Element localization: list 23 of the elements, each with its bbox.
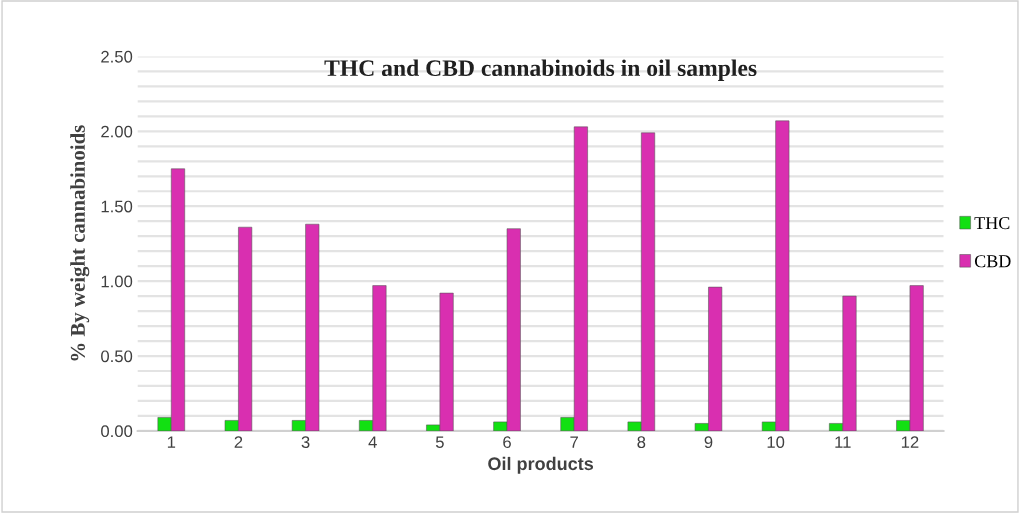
x-tick-label: 2 (234, 436, 243, 448)
x-tick-label: 1 (167, 436, 176, 448)
x-tick-label: 10 (767, 436, 785, 449)
chart-title: THC and CBD cannabinoids in oil samples (324, 59, 757, 81)
x-tick-label: 4 (368, 436, 377, 448)
x-tick-label: 6 (503, 436, 511, 449)
y-tick-label: 1.00 (101, 275, 133, 288)
y-tick-label: 0.50 (101, 350, 133, 363)
x-axis-title: Oil products (488, 456, 594, 474)
y-axis-title: % By weight cannabinoids (70, 125, 90, 361)
y-tick-label: 2.00 (101, 125, 133, 138)
x-tick-label: 12 (901, 436, 919, 448)
y-tick-label: 2.50 (101, 50, 133, 63)
x-tick-label: 11 (835, 436, 851, 448)
legend-label: THC (974, 217, 1010, 230)
x-tick-label: 7 (570, 436, 578, 448)
x-tick-label: 5 (435, 436, 444, 449)
legend-label: CBD (974, 255, 1011, 268)
x-tick-label: 9 (704, 436, 713, 449)
x-tick-label: 8 (637, 436, 646, 449)
y-tick-label: 0.00 (101, 425, 133, 438)
y-tick-label: 1.50 (101, 200, 133, 213)
x-tick-label: 3 (301, 436, 310, 449)
